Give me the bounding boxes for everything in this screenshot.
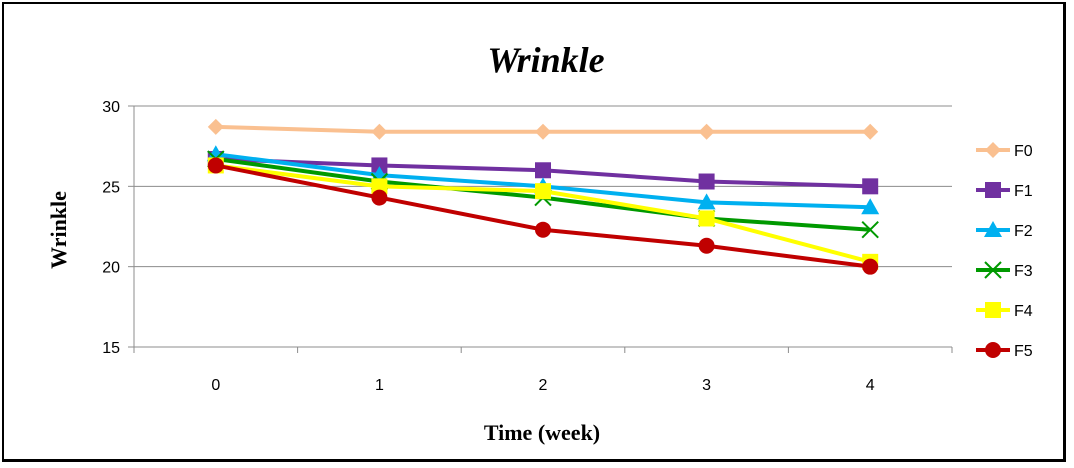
legend-marker [985, 182, 1001, 198]
series-group [206, 118, 880, 275]
data-point [862, 258, 879, 275]
data-point [862, 123, 879, 140]
x-tick-label: 0 [211, 377, 220, 394]
x-tick-label: 4 [866, 377, 875, 394]
y-tick-label: 15 [102, 340, 120, 357]
legend-label: F3 [1014, 263, 1033, 280]
legend-item-f0: F0 [976, 142, 1033, 160]
legend-label: F2 [1014, 223, 1033, 240]
data-point [861, 198, 880, 215]
data-point [535, 162, 551, 179]
data-point [371, 157, 388, 174]
data-point [535, 123, 551, 140]
data-point [698, 123, 715, 140]
legend-label: F4 [1014, 303, 1033, 320]
data-point [535, 221, 551, 238]
legend-item-f3: F3 [976, 261, 1033, 280]
line-chart: Wrinkle Wrinkle Time (week) 15 20 25 30 0 1 2 3… [46, 40, 1033, 445]
data-point [698, 210, 715, 227]
legend-marker [985, 142, 1001, 158]
marker-stroke [861, 221, 879, 239]
data-point [207, 157, 224, 174]
data-point [698, 237, 715, 254]
marker-stroke [984, 261, 1002, 279]
series-f2 [206, 145, 880, 215]
legend-marker [984, 221, 1002, 237]
chart-title: Wrinkle [487, 40, 604, 80]
legend-item-f1: F1 [976, 182, 1033, 200]
data-point [371, 189, 388, 206]
legend-label: F1 [1014, 183, 1033, 200]
data-point [206, 145, 225, 162]
legend-item-f5: F5 [976, 342, 1033, 360]
legend-item-f4: F4 [976, 302, 1033, 320]
axes: 15 20 25 30 0 1 2 3 4 [102, 99, 953, 394]
data-point [697, 193, 716, 210]
legend-item-f2: F2 [976, 221, 1033, 240]
x-tick-label: 3 [702, 377, 711, 394]
data-point [535, 183, 551, 200]
data-point [371, 178, 388, 195]
chart-frame: Wrinkle Wrinkle Time (week) 15 20 25 30 0 1 2 3… [2, 2, 1066, 462]
legend-label: F5 [1014, 343, 1033, 360]
y-tick-label: 25 [102, 179, 120, 196]
x-tick-label: 1 [375, 377, 384, 394]
x-axis-title: Time (week) [484, 420, 600, 445]
data-point [207, 118, 224, 135]
legend-marker [985, 342, 1001, 358]
legend-marker [984, 261, 1002, 279]
y-tick-label: 30 [102, 99, 120, 116]
data-point [862, 178, 879, 195]
y-tick-label: 20 [102, 260, 120, 277]
data-point [371, 123, 388, 140]
data-point [861, 221, 879, 239]
legend-marker [985, 302, 1001, 318]
y-axis-title: Wrinkle [46, 191, 71, 269]
x-tick-label: 2 [539, 377, 548, 394]
legend: F0 F1 F2 F3 F4 F5 [976, 142, 1033, 360]
legend-label: F0 [1014, 143, 1033, 160]
series-f5 [207, 157, 879, 275]
data-point [698, 173, 715, 190]
series-f0 [207, 118, 879, 140]
